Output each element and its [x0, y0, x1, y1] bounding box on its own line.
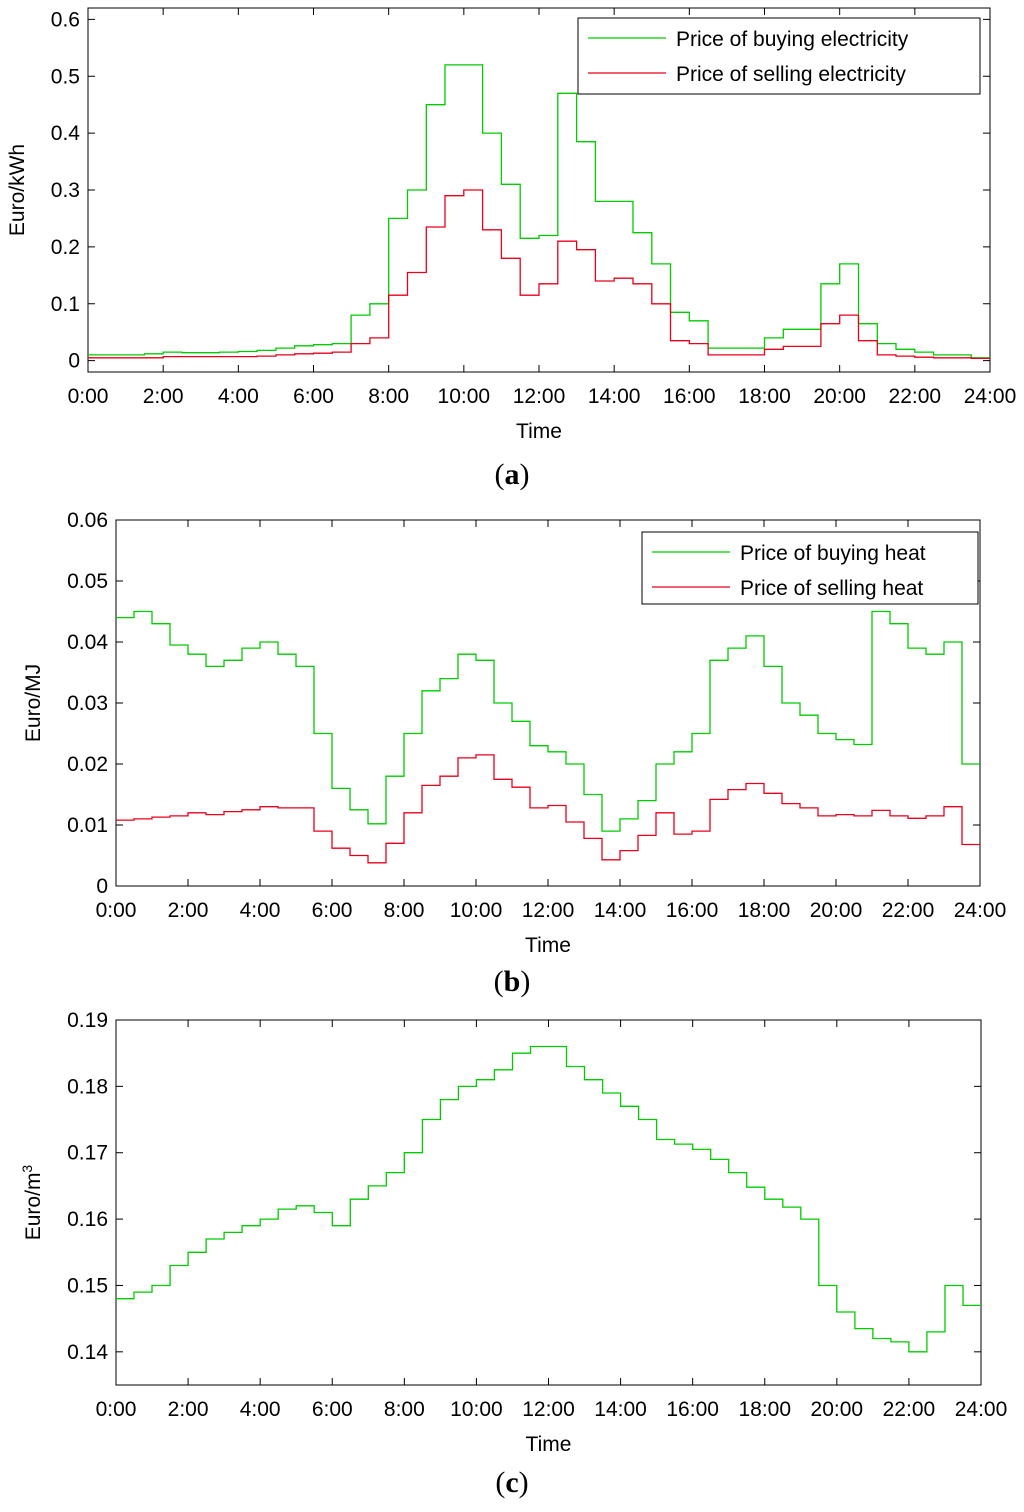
y-tick-label: 0.1: [51, 293, 80, 316]
x-tick-label: 6:00: [293, 385, 334, 408]
y-tick-label: 0.6: [51, 8, 80, 31]
series-line-2: [116, 754, 980, 864]
legend-box: [577, 17, 981, 95]
panel-b: 0:00 2:00 4:00 6:00 8:00 10:00 12:00 14:00 16:00…: [22, 509, 1007, 998]
x-tick-label: 18:00: [738, 899, 791, 922]
x-tick-label: 2:00: [143, 385, 184, 408]
caption-a: (a): [494, 458, 530, 491]
series-line-1: [116, 610, 980, 832]
x-tick-label: 8:00: [368, 385, 409, 408]
y-tick-label: 0.16: [67, 1208, 108, 1231]
x-tick-label: 24:00: [954, 899, 1007, 922]
x-tick-label: 8:00: [384, 1398, 425, 1421]
y-tick-label: 0.19: [67, 1009, 108, 1032]
x-tick-label: 16:00: [663, 385, 716, 408]
x-tick-label: 0:00: [96, 1398, 137, 1421]
x-tick-label: 8:00: [384, 899, 425, 922]
legend-label-2: Price of selling electricity: [676, 63, 906, 86]
x-tick-label: 6:00: [312, 899, 353, 922]
x-tick-label: 10:00: [438, 385, 491, 408]
y-tick-label: 0.05: [67, 570, 108, 593]
y-tick-label: 0: [68, 350, 80, 373]
y-tick-label: 0.5: [51, 65, 80, 88]
y-axis-label: Euro/kWh: [6, 144, 29, 236]
y-tick-label: 0: [96, 875, 108, 898]
x-tick-label: 16:00: [666, 899, 719, 922]
y-tick-label: 0.4: [51, 122, 81, 145]
x-tick-label: 18:00: [738, 385, 791, 408]
chart-heat-price: 0:00 2:00 4:00 6:00 8:00 10:00 12:00 14:00 16:00…: [22, 509, 1007, 957]
x-tick-label: 18:00: [738, 1398, 791, 1421]
y-tick-label: 0.06: [67, 509, 108, 532]
y-tick-label: 0.04: [67, 631, 108, 654]
chart-electricity-price: 0:00 2:00 4:00 6:00 8:00 10:00 12:00 14:00 16:00…: [6, 7, 1017, 443]
x-tick-label: 14:00: [594, 899, 647, 922]
x-tick-label: 0:00: [96, 899, 137, 922]
y-tick-label: 0.2: [51, 236, 80, 259]
y-tick-label: 0.14: [67, 1341, 108, 1364]
x-axis-label: Time: [525, 934, 571, 957]
y-tick-label: 0.3: [51, 179, 80, 202]
y-tick-label: 0.03: [67, 692, 108, 715]
panel-a: 0:00 2:00 4:00 6:00 8:00 10:00 12:00 14:00 16:00…: [0, 0, 1024, 500]
plot-frame: [115, 1019, 982, 1386]
x-tick-label: 22:00: [882, 899, 935, 922]
x-tick-label: 22:00: [883, 1398, 936, 1421]
y-axis-label-superscript: 3: [19, 1165, 35, 1173]
x-tick-label: 22:00: [889, 385, 942, 408]
x-tick-label: 14:00: [588, 385, 641, 408]
series-line-2: [88, 189, 990, 360]
y-tick-label: 0.17: [67, 1142, 108, 1165]
x-tick-label: 14:00: [594, 1398, 647, 1421]
x-tick-label: 10:00: [450, 899, 503, 922]
x-tick-label: 20:00: [810, 899, 863, 922]
x-tick-label: 4:00: [240, 1398, 281, 1421]
legend-label-1: Price of buying heat: [740, 542, 926, 565]
x-tick-label: 0:00: [68, 385, 109, 408]
x-axis-label: Time: [516, 420, 562, 443]
x-tick-label: 20:00: [813, 385, 866, 408]
y-tick-label: 0.18: [67, 1075, 108, 1098]
x-tick-label: 16:00: [666, 1398, 719, 1421]
x-tick-label: 24:00: [955, 1398, 1008, 1421]
x-tick-label: 12:00: [522, 1398, 575, 1421]
y-axis-label: Euro/MJ: [22, 664, 45, 742]
x-tick-label: 20:00: [811, 1398, 864, 1421]
x-tick-label: 10:00: [450, 1398, 503, 1421]
x-tick-label: 2:00: [168, 899, 209, 922]
y-tick-label: 0.15: [67, 1274, 108, 1297]
series-line-1: [88, 64, 990, 359]
x-axis-label: Time: [526, 1433, 572, 1456]
x-tick-label: 4:00: [218, 385, 259, 408]
caption-b: (b): [493, 965, 531, 998]
legend-label-2: Price of selling heat: [740, 577, 923, 600]
x-tick-label: 12:00: [513, 385, 566, 408]
x-tick-label: 24:00: [964, 385, 1017, 408]
chart-gas-price: 0:00 2:00 4:00 6:00 8:00 10:00 12:00 14:00 16:00…: [19, 1009, 1008, 1456]
legend-box: [641, 531, 979, 605]
y-axis-label: Euro/m3: [19, 1165, 45, 1241]
x-tick-label: 4:00: [240, 899, 281, 922]
x-tick-label: 2:00: [168, 1398, 209, 1421]
y-tick-label: 0.01: [67, 814, 108, 837]
caption-c: (c): [495, 1466, 529, 1499]
y-tick-label: 0.02: [67, 753, 108, 776]
x-tick-label: 6:00: [312, 1398, 353, 1421]
legend-label-1: Price of buying electricity: [676, 28, 909, 51]
x-tick-label: 12:00: [522, 899, 575, 922]
series-line-1: [116, 1045, 981, 1353]
